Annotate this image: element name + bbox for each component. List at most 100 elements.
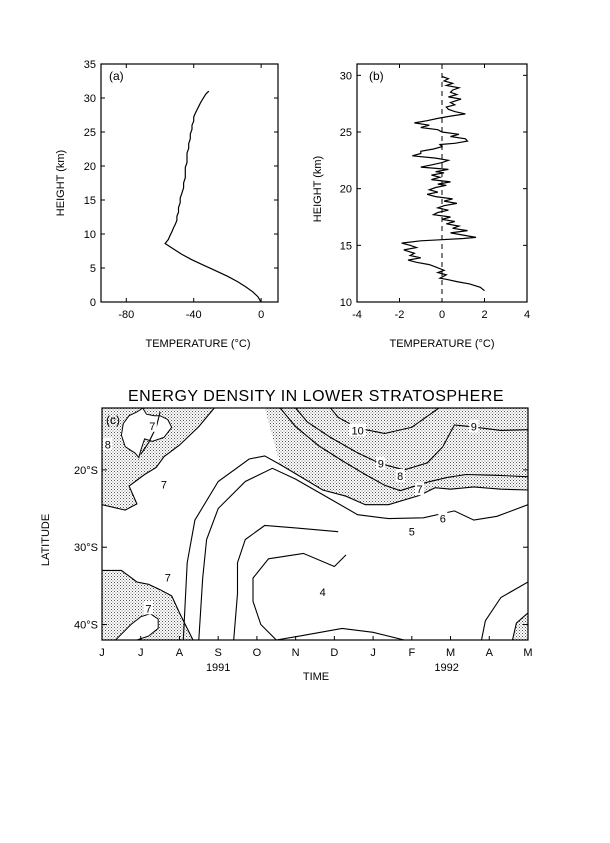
panel-b-label: (b)	[369, 69, 384, 83]
x-tick-label: 0	[439, 309, 445, 321]
panel-c-axes: J J A S O N D J F M A M 1991 1992 20°S 30°S 40°S	[74, 407, 533, 674]
contour-label: 5	[409, 527, 415, 539]
contour-label: 8	[397, 471, 403, 483]
panel-a-axes: -80 -40 0 0 5 10 15 20 25 30 35	[84, 59, 279, 321]
y-tick-label: 10	[84, 229, 96, 241]
contour-label: 4	[320, 587, 326, 599]
x-tick-label: 2	[481, 309, 487, 321]
panel-a-label: (a)	[109, 69, 124, 83]
x-tick-label: 0	[258, 309, 264, 321]
contour-label: 7	[165, 572, 171, 584]
contour-label: 7	[161, 480, 167, 492]
contour-label: 9	[378, 459, 384, 471]
panel-c-y-axis-title: LATITUDE	[40, 514, 52, 566]
contour-label: 7	[417, 484, 423, 496]
month-tick-label: F	[408, 647, 415, 659]
latitude-tick-label: 40°S	[74, 620, 98, 632]
y-tick-label: 30	[84, 93, 96, 105]
y-tick-label: 25	[84, 127, 96, 139]
month-tick-label: A	[176, 647, 184, 659]
contour-label-bg	[438, 511, 448, 525]
panel-c-contour-labels: 4 5 6 7 8 9 10 9 8 7 7 7 7	[103, 418, 479, 615]
contour-label-bg	[376, 456, 386, 470]
temperature-profile-line	[164, 90, 262, 303]
y-tick-label: 20	[84, 161, 96, 173]
y-tick-label: 20	[340, 184, 352, 196]
panel-a-x-axis-title: TEMPERATURE (°C)	[145, 338, 250, 350]
contour-label: 10	[351, 425, 363, 437]
contour-line-6	[198, 467, 528, 640]
contour-label-bg	[103, 437, 113, 451]
contour-label-bg	[163, 570, 173, 584]
y-tick-label: 5	[90, 263, 96, 275]
y-tick-label: 35	[84, 59, 96, 71]
contour-label: 7	[149, 421, 155, 433]
contour-line-7	[480, 581, 528, 640]
y-tick-label: 10	[340, 297, 352, 309]
x-tick-label: 4	[524, 309, 530, 321]
month-tick-label: J	[99, 647, 105, 659]
contour-label: 6	[440, 514, 446, 526]
panel-a-plot	[164, 90, 262, 303]
contour-line-8	[279, 408, 528, 492]
contour-line-7	[102, 569, 194, 640]
contour-line-10	[330, 408, 440, 435]
x-tick-label: -40	[186, 309, 202, 321]
contour-label-bg	[159, 477, 169, 491]
contour-line-7	[102, 408, 215, 511]
panel-a-frame	[100, 63, 279, 303]
panel-c-label: (c)	[106, 413, 120, 427]
contour-label-bg	[147, 418, 157, 432]
y-tick-label: 15	[340, 240, 352, 252]
month-tick-label: O	[253, 647, 262, 659]
contour-label-bg	[318, 585, 328, 599]
y-tick-label: 0	[90, 297, 96, 309]
x-tick-label: -80	[118, 309, 134, 321]
contour-label-bg	[469, 419, 479, 433]
temperature-perturbation-line	[401, 75, 485, 292]
contour-line-7	[511, 612, 528, 640]
year-label: 1992	[434, 662, 458, 674]
stippled-region	[264, 408, 528, 505]
unshaded-patch	[114, 613, 159, 640]
contour-label-bg	[349, 423, 366, 437]
panel-a: -80 -40 0 0 5 10 15 20 25 30 35 (a) TEMPERATURE (°…	[55, 59, 279, 350]
y-tick-label: 30	[340, 70, 352, 82]
panel-c: ENERGY DENSITY IN LOWER STRATOSPHERE 4 5 6…	[40, 388, 533, 683]
panel-c-contours	[102, 408, 528, 640]
contour-line-4	[252, 552, 405, 640]
contour-label-bg	[415, 482, 425, 496]
y-tick-label: 15	[84, 195, 96, 207]
panel-c-title: ENERGY DENSITY IN LOWER STRATOSPHERE	[128, 388, 504, 405]
panel-c-frame	[101, 407, 529, 641]
panel-a-y-axis-title: HEIGHT (km)	[55, 150, 67, 216]
latitude-tick-label: 30°S	[74, 542, 98, 554]
contour-label: 8	[105, 439, 111, 451]
panel-b-y-axis-title: HEIGHT (km)	[312, 156, 324, 222]
contour-label-bg	[143, 601, 153, 615]
contour-label-bg	[407, 524, 417, 538]
latitude-tick-label: 20°S	[74, 465, 98, 477]
panel-b-plot	[401, 64, 485, 302]
month-tick-label: J	[370, 647, 376, 659]
panel-b: -4 -2 0 2 4 10 15 20 25 30 (b) TEMPERATURE (°C) H…	[312, 63, 530, 350]
panel-c-x-axis-title: TIME	[303, 671, 329, 683]
contour-label-bg	[395, 469, 405, 483]
contour-line-7	[182, 455, 528, 640]
x-tick-label: -4	[352, 309, 362, 321]
month-tick-label: S	[215, 647, 222, 659]
month-tick-label: D	[330, 647, 338, 659]
month-tick-label: A	[486, 647, 494, 659]
month-tick-label: M	[446, 647, 455, 659]
contour-label: 9	[471, 422, 477, 434]
month-tick-label: M	[523, 647, 532, 659]
year-label: 1991	[206, 662, 230, 674]
month-tick-label: J	[138, 647, 144, 659]
unshaded-patch	[120, 408, 173, 459]
panel-b-x-axis-title: TEMPERATURE (°C)	[389, 338, 494, 350]
month-tick-label: N	[292, 647, 300, 659]
stippled-region	[512, 612, 528, 640]
contour-line-5	[233, 524, 339, 640]
contour-label: 7	[145, 603, 151, 615]
